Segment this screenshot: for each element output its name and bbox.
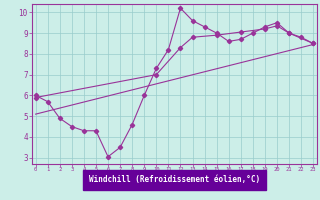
X-axis label: Windchill (Refroidissement éolien,°C): Windchill (Refroidissement éolien,°C) [89, 175, 260, 184]
